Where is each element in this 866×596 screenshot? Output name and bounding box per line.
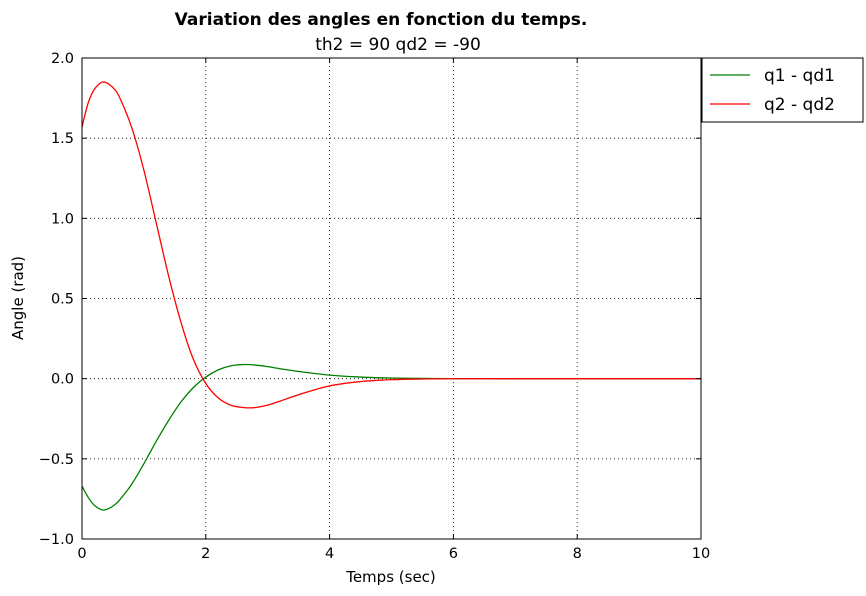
ticks (81, 57, 702, 540)
chart-subtitle: th2 = 90 qd2 = -90 (315, 35, 481, 55)
legend: q1 - qd1 q2 - qd2 (701, 57, 864, 123)
legend-box (701, 57, 864, 123)
series-layer (81, 81, 701, 511)
x-tick-label: 10 (692, 546, 710, 562)
x-tick-label: 2 (201, 546, 210, 562)
series-line (81, 363, 701, 511)
legend-label: q1 - qd1 (764, 66, 835, 86)
y-axis-label: Angle (rad) (9, 256, 27, 340)
x-tick-label: 8 (573, 546, 582, 562)
tick-labels: 0 2 4 6 8 10 −1.0 −0.5 0.0 0.5 1.0 1.5 2.0 (39, 51, 710, 562)
x-axis-label: Temps (sec) (345, 568, 436, 586)
y-tick-label: −0.5 (39, 452, 74, 468)
y-tick-label: 2.0 (51, 51, 74, 67)
y-tick-label: 0.5 (51, 292, 74, 308)
legend-label: q2 - qd2 (764, 95, 835, 115)
y-tick-label: 0.0 (51, 372, 74, 388)
x-tick-label: 0 (77, 546, 86, 562)
x-tick-label: 4 (325, 546, 334, 562)
series-line (81, 81, 701, 409)
y-tick-label: −1.0 (39, 532, 74, 548)
y-tick-label: 1.0 (51, 211, 74, 227)
chart-title: Variation des angles en fonction du temp… (175, 10, 588, 30)
x-tick-label: 6 (449, 546, 458, 562)
y-tick-label: 1.5 (51, 131, 74, 147)
